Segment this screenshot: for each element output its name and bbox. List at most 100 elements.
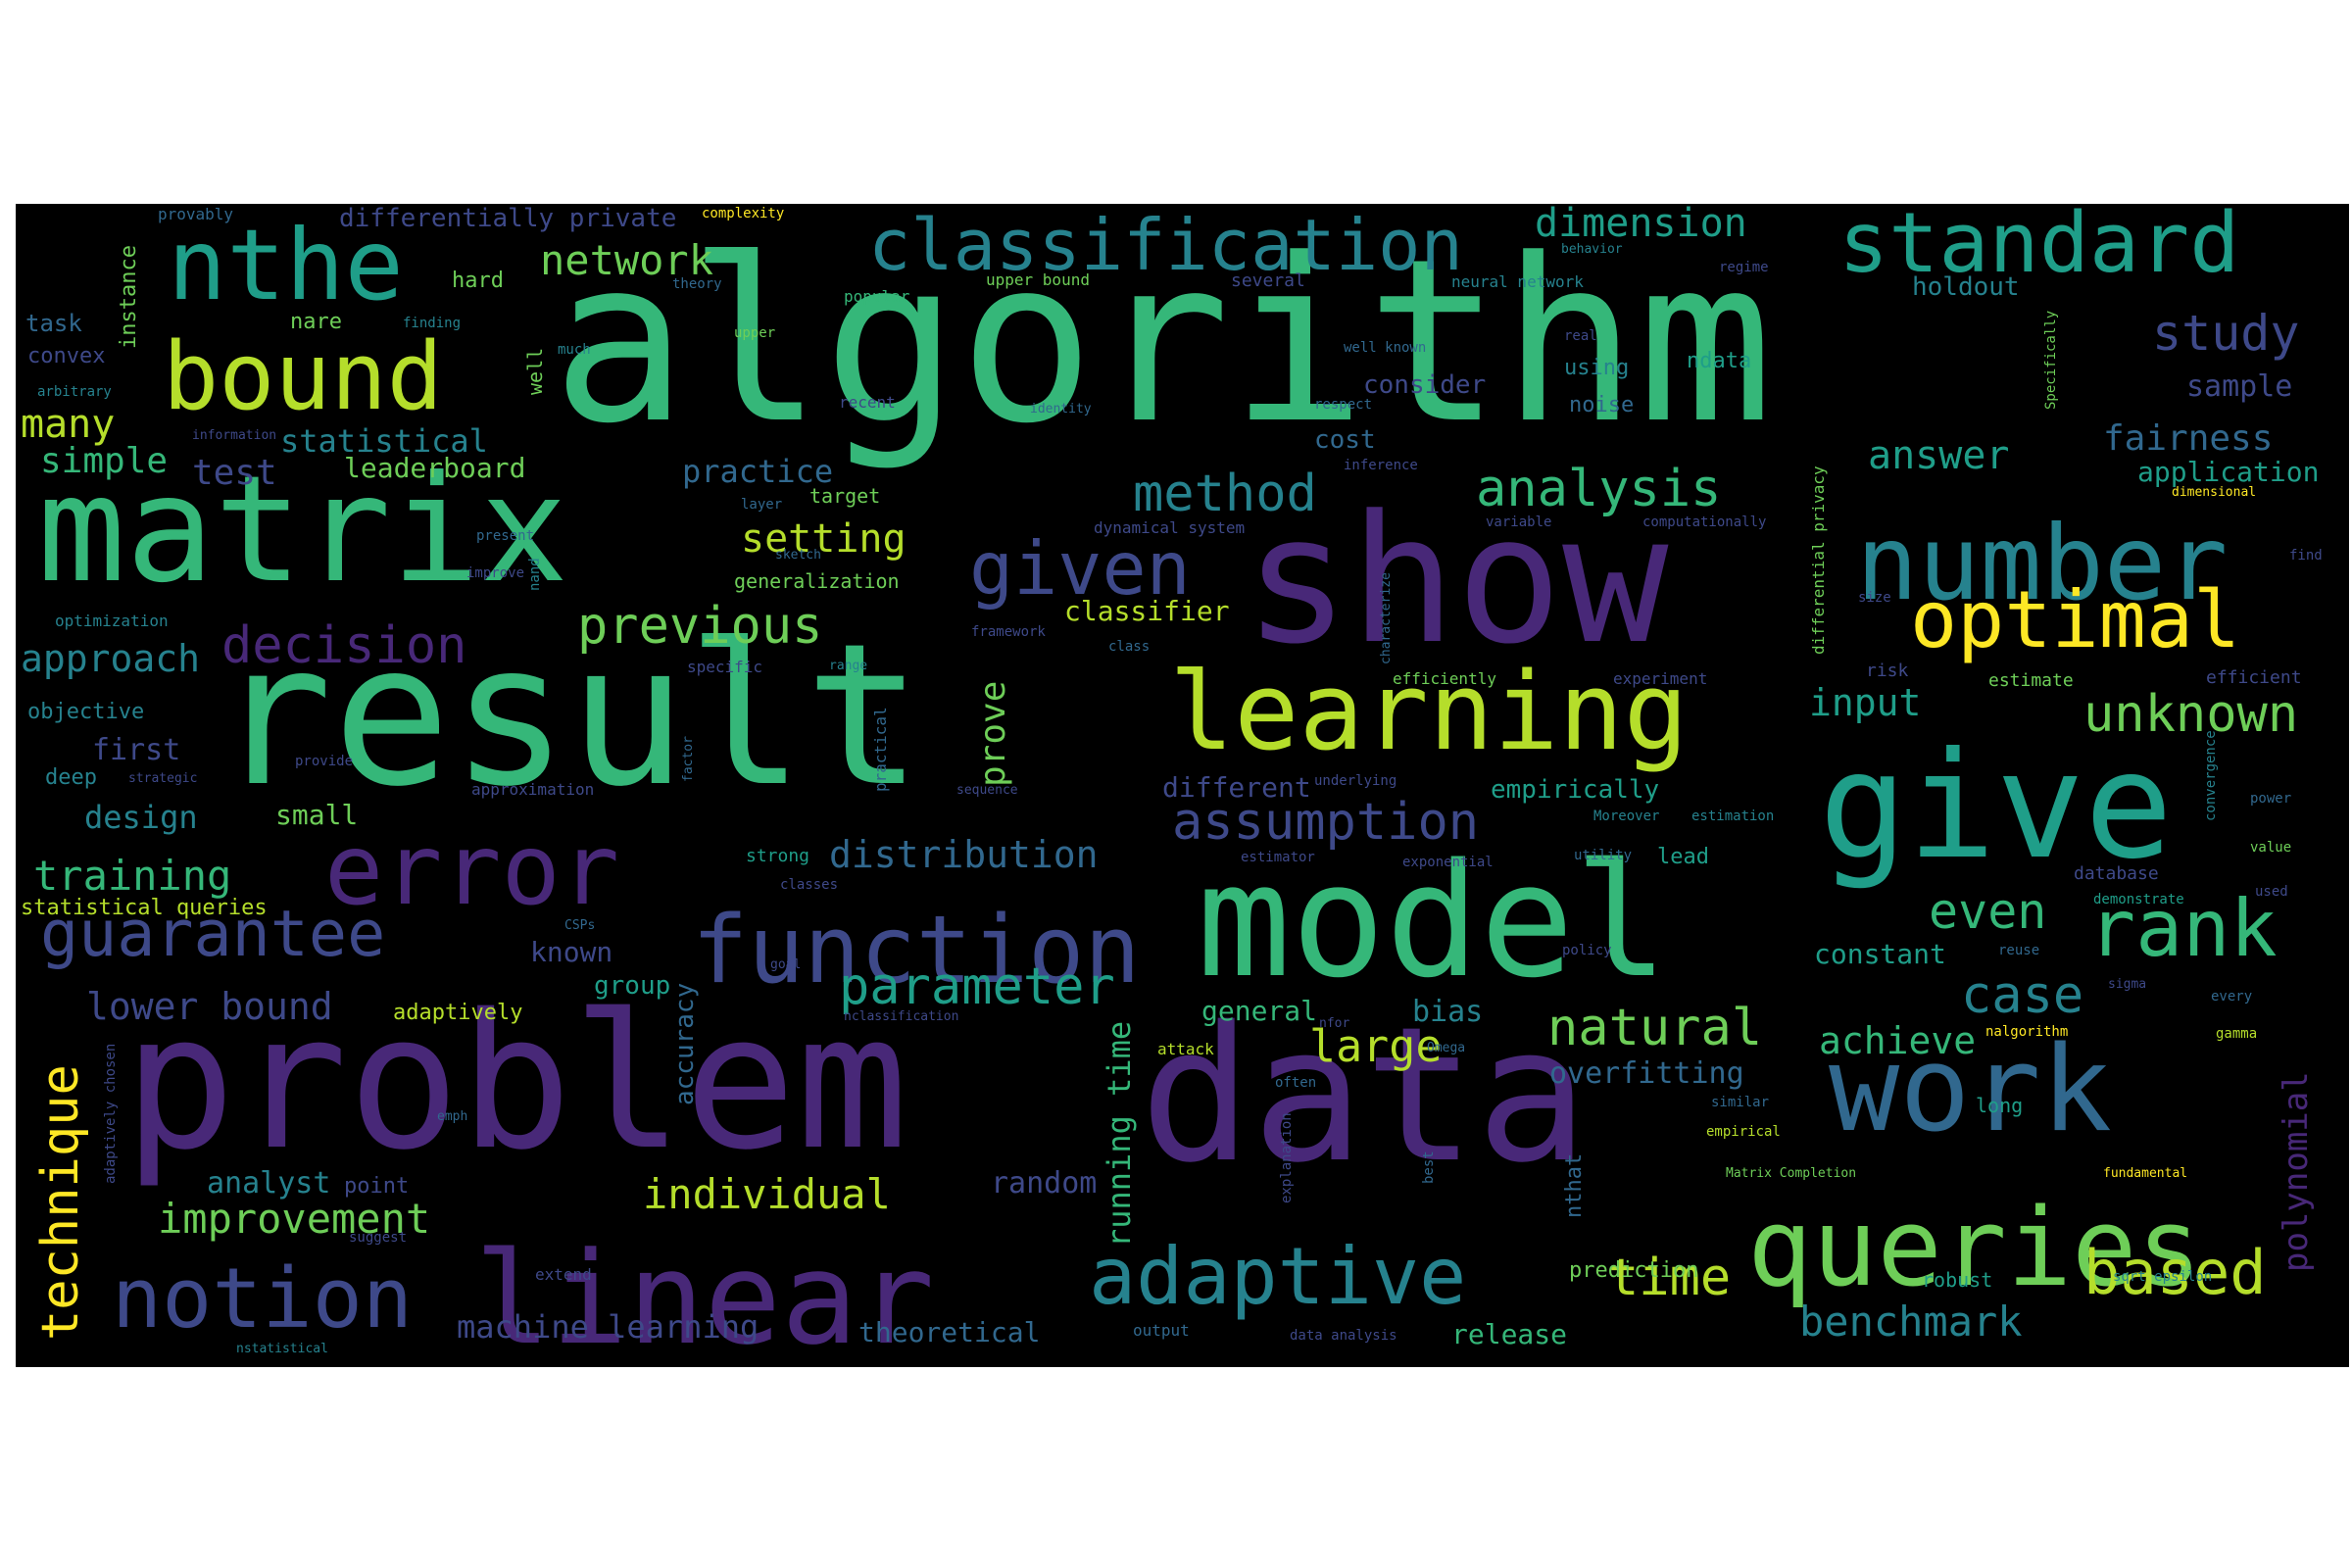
word: previous	[577, 597, 823, 656]
word: dimensional	[2172, 485, 2257, 500]
word: experiment	[1613, 669, 1708, 688]
word: random	[991, 1166, 1098, 1200]
word: estimation	[1691, 808, 1775, 824]
word: respect	[1314, 397, 1373, 413]
word: specific	[687, 658, 763, 676]
word: database	[2074, 863, 2159, 884]
word: release	[1451, 1318, 1568, 1350]
word: factor	[681, 736, 696, 782]
word: parameter	[839, 957, 1115, 1016]
word: popular	[844, 287, 910, 306]
word: data	[1140, 987, 1589, 1203]
word: general	[1201, 995, 1318, 1027]
word: adaptively chosen	[103, 1043, 119, 1184]
word: arbitrary	[37, 384, 112, 400]
word: objective	[27, 700, 145, 724]
word: Moreover	[1593, 808, 1660, 824]
word: improvement	[158, 1195, 431, 1243]
word: optimization	[55, 612, 169, 630]
word: number	[1856, 504, 2229, 623]
word: Specifically	[2043, 310, 2059, 410]
word: based	[2083, 1237, 2267, 1308]
word: time	[1608, 1249, 1732, 1307]
word: Matrix Completion	[1726, 1166, 1857, 1181]
word: known	[530, 936, 613, 968]
word: classification	[868, 204, 1463, 286]
word: answer	[1868, 433, 2010, 478]
word: simple	[40, 441, 169, 481]
word: much	[558, 342, 591, 358]
word: often	[1275, 1075, 1317, 1091]
word: risk	[1866, 661, 1909, 681]
word: constant	[1814, 938, 1946, 970]
word: using	[1564, 356, 1630, 380]
word: network	[540, 236, 714, 284]
word: case	[1961, 966, 2084, 1025]
word: present	[476, 528, 535, 544]
word: nare	[290, 310, 342, 334]
word: upper bound	[986, 270, 1090, 289]
word: give	[1819, 721, 2174, 892]
word: analyst	[207, 1166, 331, 1200]
word: inference	[1344, 458, 1418, 473]
word: optimal	[1910, 574, 2241, 665]
word: rank	[2088, 883, 2278, 974]
word: upper	[734, 325, 776, 341]
word: hard	[452, 269, 504, 293]
word: output	[1133, 1321, 1190, 1340]
word: variable	[1486, 514, 1552, 530]
word: notion	[112, 1250, 414, 1348]
word: statistical queries	[21, 896, 268, 920]
word: regime	[1719, 260, 1769, 275]
word: adaptively	[393, 1001, 523, 1025]
word: demonstrate	[2093, 892, 2184, 907]
word: polynomial	[2277, 1071, 2316, 1272]
word: best	[1421, 1151, 1437, 1184]
word: group	[594, 971, 671, 1001]
word: real	[1564, 328, 1597, 344]
word: accuracy	[670, 982, 700, 1105]
word: size	[1858, 590, 1891, 606]
word: nthe	[168, 208, 404, 322]
word: deep	[45, 765, 97, 790]
word: convergence	[2203, 730, 2219, 821]
word: empirically	[1491, 775, 1660, 805]
word: recent	[839, 393, 896, 412]
word: underlying	[1314, 773, 1397, 789]
word: find	[2289, 548, 2323, 564]
word: generalization	[734, 569, 900, 593]
word: dynamical system	[1094, 518, 1246, 537]
word: practice	[682, 453, 834, 490]
word: nclassification	[844, 1009, 959, 1024]
word: goal	[770, 957, 802, 972]
word: linear	[474, 1224, 935, 1367]
word: consider	[1363, 370, 1487, 400]
word: similar	[1711, 1095, 1770, 1110]
word: used	[2255, 884, 2288, 900]
word: given	[969, 525, 1191, 612]
word: fundamental	[2103, 1166, 2188, 1181]
word: framework	[971, 624, 1046, 640]
word: utility	[1574, 848, 1633, 863]
word: decision	[221, 616, 467, 675]
word: standard	[1838, 204, 2240, 292]
word: learning	[1169, 649, 1689, 774]
word: Omega	[1427, 1041, 1466, 1055]
word: dimension	[1535, 204, 1747, 246]
word: benchmark	[1799, 1298, 2023, 1346]
word: robust	[1922, 1268, 1993, 1292]
word: error	[324, 812, 620, 927]
word: target	[809, 484, 881, 508]
word: nstatistical	[236, 1342, 328, 1356]
word: prove	[973, 680, 1013, 787]
word: differentially private	[339, 204, 677, 233]
word: guarantee	[40, 898, 386, 971]
word: emph	[437, 1109, 468, 1124]
word: neural network	[1451, 272, 1584, 291]
word: reuse	[1998, 943, 2040, 958]
word: policy	[1562, 943, 1612, 958]
word: queries	[1747, 1185, 2202, 1310]
word: method	[1133, 465, 1317, 523]
word: approach	[21, 637, 201, 680]
word: fairness	[2103, 418, 2274, 459]
